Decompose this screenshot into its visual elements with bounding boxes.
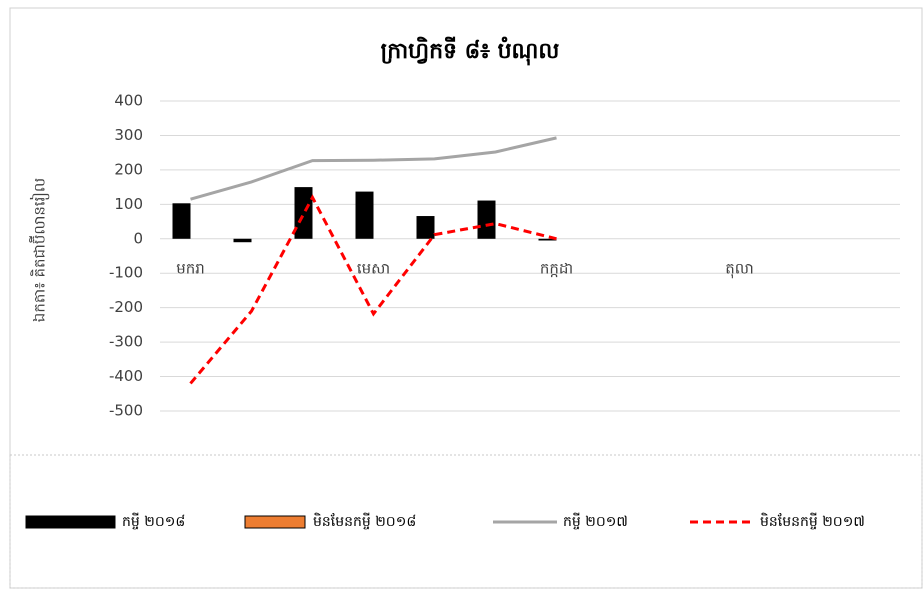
bar: [172, 203, 191, 239]
legend-label: មិនមែនកម្ចី ២០១៧: [760, 512, 865, 530]
y-axis-label: ឯកតា៖ គិតជាប៊ីលានរៀល: [29, 178, 50, 322]
x-tick-label: មេសា: [357, 259, 390, 277]
chart-title: ក្រាហ្វិកទី ៨៖ បំណុល: [381, 36, 560, 66]
x-tick-label: មករា: [176, 259, 205, 277]
y-tick-label: 200: [114, 160, 143, 178]
legend-label: កម្ចី ២០១៨: [122, 512, 185, 530]
y-tick-label: 400: [114, 92, 143, 110]
bar: [477, 200, 496, 239]
legend-area: [9, 454, 923, 589]
y-tick-label: 0: [133, 229, 143, 247]
bar: [355, 191, 374, 239]
y-tick-label: -500: [109, 402, 143, 420]
bar: [416, 216, 435, 239]
legend-swatch: [25, 515, 116, 529]
line: [190, 136, 557, 201]
y-tick-label: -100: [109, 264, 143, 282]
y-tick-label: -200: [109, 298, 143, 316]
bar: [233, 238, 252, 243]
line: [189, 194, 557, 385]
x-tick-label: កក្កដា: [540, 259, 573, 277]
chart-frame: [9, 7, 923, 589]
bar: [538, 238, 557, 241]
legend-swatch: [244, 515, 306, 529]
bar: [294, 187, 313, 239]
y-tick-label: 300: [114, 126, 143, 144]
x-tick-label: តុលា: [725, 259, 754, 278]
y-tick-label: 100: [114, 195, 143, 213]
y-tick-label: -300: [109, 333, 143, 351]
legend-label: កម្ចី ២០១៧: [563, 512, 628, 530]
y-tick-label: -400: [109, 367, 143, 385]
legend-label: មិនមែនកម្ចី ២០១៨: [313, 512, 416, 530]
